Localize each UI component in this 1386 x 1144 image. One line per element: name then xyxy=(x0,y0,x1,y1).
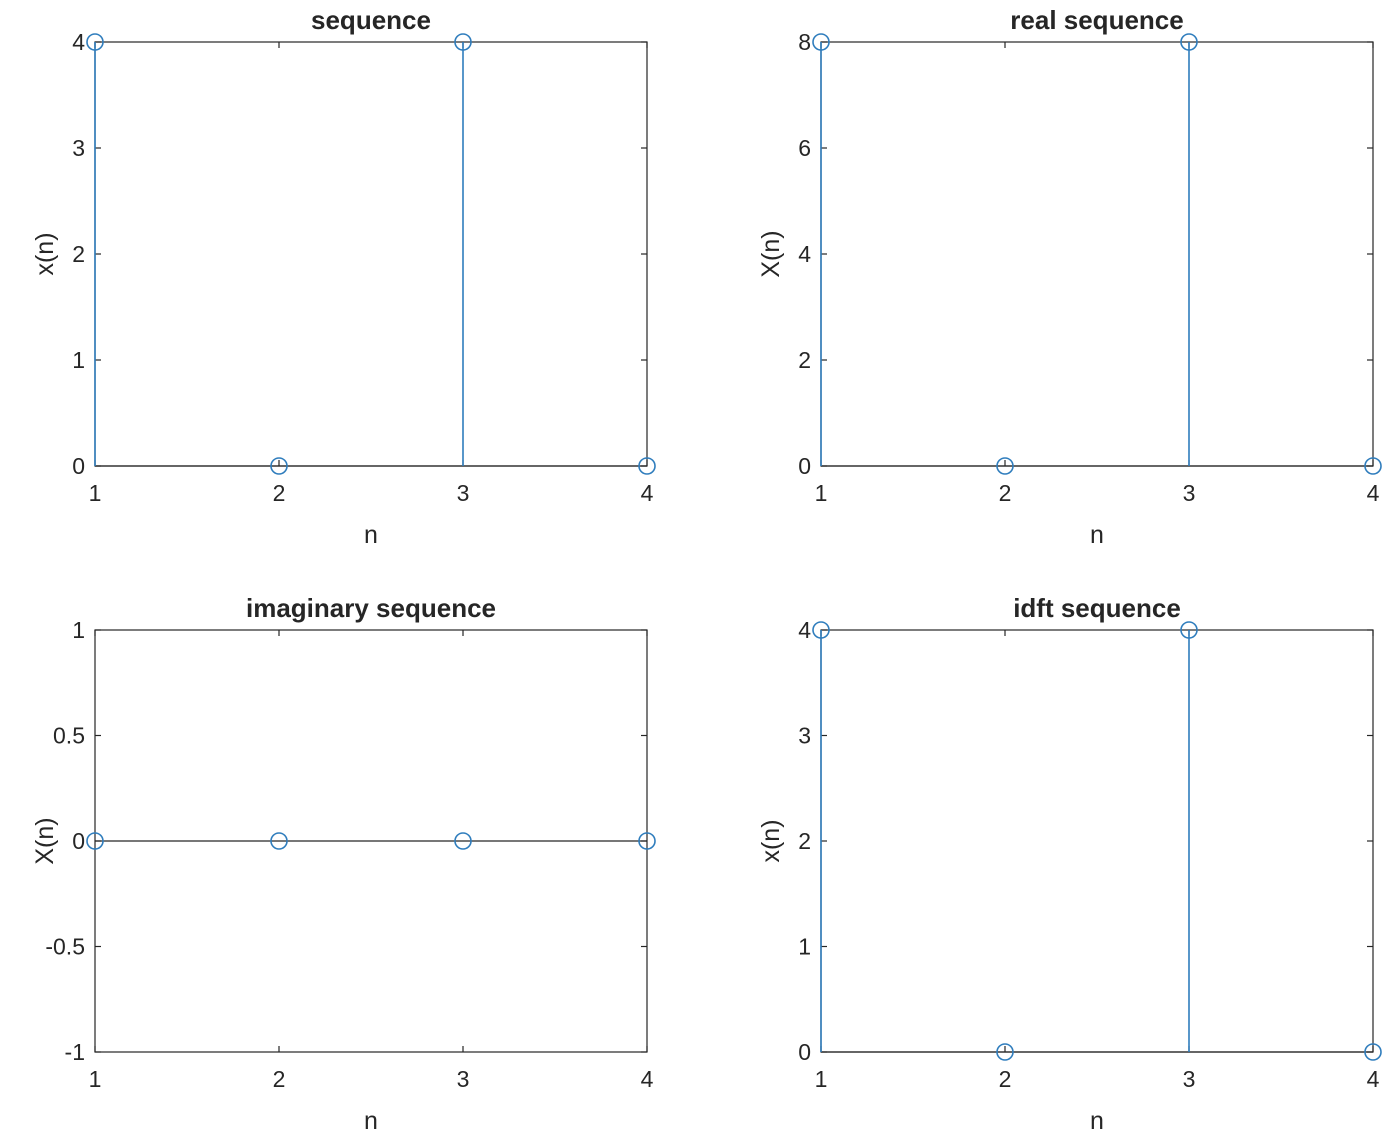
y-tick-label: 4 xyxy=(798,241,811,267)
y-tick-label: 0 xyxy=(72,453,85,479)
stem-marker-1 xyxy=(86,33,104,51)
chart-title: idft sequence xyxy=(1013,593,1181,623)
x-tick-label: 4 xyxy=(641,480,654,506)
x-tick-label: 4 xyxy=(641,1066,654,1092)
y-tick-label: 1 xyxy=(798,934,811,960)
stem-marker-3 xyxy=(454,33,472,51)
x-tick-label: 3 xyxy=(1183,1066,1196,1092)
x-tick-label: 2 xyxy=(999,1066,1012,1092)
y-tick-label: 0 xyxy=(798,1039,811,1065)
stem-marker-1 xyxy=(86,832,104,850)
chart-title: sequence xyxy=(311,5,431,35)
stem-marker-2 xyxy=(270,457,288,475)
y-tick-label: 6 xyxy=(798,135,811,161)
x-tick-label: 1 xyxy=(89,1066,102,1092)
stem-marker-4 xyxy=(1364,457,1382,475)
stem-marker-4 xyxy=(1364,1043,1382,1061)
stem-marker-4 xyxy=(638,457,656,475)
axes-box xyxy=(820,629,1374,1053)
chart-title: imaginary sequence xyxy=(246,593,496,623)
x-tick-label: 2 xyxy=(999,480,1012,506)
x-axis-label: n xyxy=(364,521,378,549)
stem-marker-3 xyxy=(1180,33,1198,51)
x-tick-label: 1 xyxy=(815,480,828,506)
y-axis-label: x(n) xyxy=(31,232,59,275)
stem-marker-3 xyxy=(1180,621,1198,639)
x-tick-label: 4 xyxy=(1367,1066,1380,1092)
stem-marker-2 xyxy=(270,832,288,850)
axes-box xyxy=(820,41,1374,467)
stem-marker-3 xyxy=(454,832,472,850)
y-axis-label: x(n) xyxy=(757,819,785,862)
x-tick-label: 3 xyxy=(457,1066,470,1092)
x-tick-label: 1 xyxy=(815,1066,828,1092)
y-tick-label: 3 xyxy=(798,723,811,749)
y-tick-label: 3 xyxy=(72,135,85,161)
x-tick-label: 3 xyxy=(1183,480,1196,506)
stem-marker-1 xyxy=(812,621,830,639)
chart-title: real sequence xyxy=(1010,5,1183,35)
y-tick-label: -0.5 xyxy=(45,934,85,960)
stem-marker-2 xyxy=(996,457,1014,475)
y-tick-label: 8 xyxy=(798,29,811,55)
x-axis-label: n xyxy=(1090,521,1104,549)
stem-marker-2 xyxy=(996,1043,1014,1061)
x-tick-label: 2 xyxy=(273,1066,286,1092)
stem-marker-1 xyxy=(812,33,830,51)
y-tick-label: 4 xyxy=(798,617,811,643)
y-axis-label: X(n) xyxy=(31,817,59,864)
x-axis-label: n xyxy=(1090,1107,1104,1135)
y-tick-label: 0.5 xyxy=(53,723,85,749)
y-tick-label: 0 xyxy=(72,828,85,854)
x-tick-label: 1 xyxy=(89,480,102,506)
subplot-imaginary-sequence: 1 2 3 4 -1 -0.5 0 0.5 1 imaginary sequence n X(n) xyxy=(31,593,656,1135)
y-tick-label: 1 xyxy=(72,347,85,373)
x-tick-label: 4 xyxy=(1367,480,1380,506)
y-tick-label: 2 xyxy=(798,347,811,373)
subplot-real-sequence: 1 2 3 4 0 2 4 6 8 real sequence n X(n) xyxy=(757,5,1382,549)
stem-marker-4 xyxy=(638,832,656,850)
axes-box xyxy=(94,41,648,467)
y-tick-label: 1 xyxy=(72,617,85,643)
y-axis-label: X(n) xyxy=(757,230,785,277)
y-tick-label: 0 xyxy=(798,453,811,479)
x-tick-label: 3 xyxy=(457,480,470,506)
x-tick-label: 2 xyxy=(273,480,286,506)
x-axis-label: n xyxy=(364,1107,378,1135)
y-tick-label: 4 xyxy=(72,29,85,55)
y-tick-label: -1 xyxy=(65,1039,85,1065)
y-tick-label: 2 xyxy=(72,241,85,267)
y-tick-label: 2 xyxy=(798,828,811,854)
